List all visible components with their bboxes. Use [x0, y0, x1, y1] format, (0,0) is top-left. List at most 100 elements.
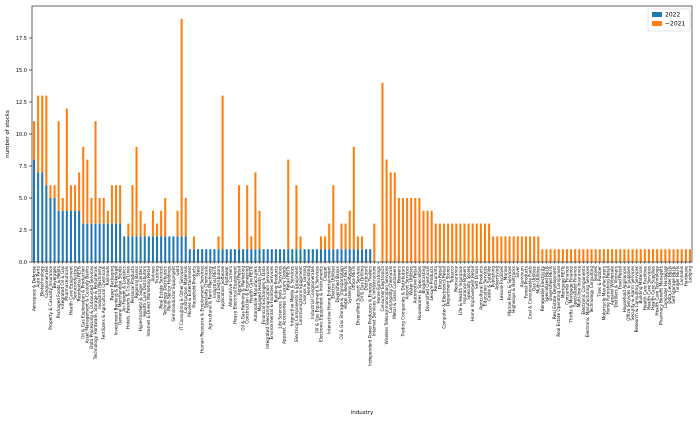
- bar-2021-72: [328, 223, 331, 250]
- bar-2021-115: [504, 236, 507, 262]
- bar-2021-158: [680, 249, 683, 262]
- x-tick-label: Industrial Machinery: [97, 265, 102, 308]
- x-tick-label: Home Furnishings: [376, 266, 381, 304]
- bar-2021-10: [74, 185, 77, 211]
- x-tick-label: Brewers: [396, 266, 401, 283]
- bar-2021-99: [438, 223, 441, 262]
- bars-layer: [33, 18, 691, 262]
- x-tick-label: IT Consulting & Other Services: [179, 266, 184, 330]
- x-tick-label: Hardware: [683, 266, 688, 287]
- bar-2022-61: [283, 249, 286, 262]
- y-axis-label: number of stocks: [5, 110, 11, 158]
- bar-2022-28: [147, 236, 150, 262]
- bar-2022-64: [295, 249, 298, 262]
- bar-2021-75: [340, 223, 343, 250]
- y-tick-label: 2.5: [19, 228, 27, 234]
- bar-2021-21: [119, 185, 122, 224]
- x-tick-label: Distillers & Vintners: [614, 266, 619, 307]
- x-tick-label: Personal Products: [130, 266, 135, 303]
- bar-2022-82: [369, 249, 372, 262]
- x-tick-label: Tobacco: [450, 266, 455, 284]
- bar-2021-97: [430, 210, 433, 262]
- x-tick-label: Residential REITs: [77, 266, 82, 301]
- bar-2021-111: [488, 223, 491, 262]
- bar-2022-42: [205, 249, 208, 262]
- x-tick-label: Retail REITs: [286, 266, 291, 290]
- x-tick-label: Multi-Sector Holdings: [167, 266, 172, 311]
- bar-2022-35: [176, 236, 179, 262]
- x-tick-label: Railroads: [105, 266, 110, 285]
- bar-2021-26: [139, 210, 142, 237]
- bar-2021-122: [533, 236, 536, 262]
- x-tick-label: Building Products: [273, 266, 278, 302]
- bar-2021-136: [590, 249, 593, 262]
- x-tick-label: Data Center REITs: [667, 266, 672, 304]
- x-tick-label: Semiconductor Equipment: [171, 266, 176, 322]
- bar-2021-65: [299, 236, 302, 250]
- bar-2021-120: [524, 236, 527, 262]
- bar-2022-74: [336, 249, 339, 262]
- bar-2021-53: [250, 236, 253, 250]
- x-tick-label: Insurance Brokers: [462, 266, 467, 304]
- x-tick-label: Forest Products: [523, 266, 528, 298]
- bar-2022-9: [69, 210, 72, 262]
- x-tick-label: Oil & Gas Refining & Marketing: [241, 266, 246, 331]
- bar-2021-155: [668, 249, 671, 262]
- bar-2022-41: [201, 249, 204, 262]
- bar-2022-13: [86, 223, 89, 262]
- x-tick-label: Electronic Manufacturing Services: [585, 266, 590, 337]
- bar-2022-49: [233, 249, 236, 262]
- x-tick-label: Integrated Oil & Gas: [60, 266, 65, 309]
- bar-2021-2: [41, 95, 44, 173]
- x-tick-label: Mortgage REITs: [560, 266, 565, 298]
- bar-2022-69: [315, 249, 318, 262]
- bar-2021-153: [660, 249, 663, 262]
- x-tick-label: Internet Services & Infrastructure: [372, 266, 377, 337]
- bar-2022-71: [324, 249, 327, 262]
- bar-2022-68: [311, 249, 314, 262]
- x-tick-label: Life Sciences Tools & Services: [277, 266, 282, 329]
- x-tick-label: Oil & Gas Storage & Transportation: [339, 266, 344, 340]
- bar-2021-77: [348, 210, 351, 250]
- bar-2021-127: [553, 249, 556, 262]
- x-tick-label: Construction & Engineering: [245, 266, 250, 324]
- x-tick-label: Oil & Gas Drilling: [359, 266, 364, 302]
- bar-2021-126: [549, 249, 552, 262]
- bar-2022-8: [65, 210, 68, 262]
- bar-2021-85: [381, 82, 384, 262]
- bar-2022-77: [348, 249, 351, 262]
- x-tick-label: Drug Retail: [437, 266, 442, 289]
- bar-2022-79: [356, 249, 359, 262]
- x-tick-label: Commodity Chemicals: [388, 266, 393, 313]
- bar-2021-94: [418, 198, 421, 262]
- x-tick-label: Paper Packaging: [109, 266, 114, 301]
- bar-2022-63: [291, 249, 294, 262]
- bar-2021-129: [561, 249, 564, 262]
- x-ticks-layer: Aerospace & Defense Auto Parts Biotechnolo…: [31, 262, 692, 366]
- bar-2021-152: [656, 249, 659, 262]
- x-tick-label: Cable & Satellite: [486, 266, 491, 301]
- x-tick-label: Renewable Electricity: [540, 265, 545, 311]
- bar-2022-22: [123, 236, 126, 262]
- x-tick-label: Asset Management & Custody Banks: [85, 266, 90, 343]
- bar-2022-57: [266, 249, 269, 262]
- x-tick-label: Multi-line Insurance: [577, 266, 582, 308]
- bar-2022-37: [184, 236, 187, 262]
- bar-2021-91: [406, 198, 409, 262]
- x-tick-label: Real Estate Operating Companies: [556, 266, 561, 337]
- bar-2021-132: [574, 249, 577, 262]
- x-tick-label: Diversified Support Services: [355, 266, 360, 325]
- bar-2022-51: [242, 249, 245, 262]
- bar-2022-78: [352, 249, 355, 262]
- bar-2021-90: [401, 198, 405, 262]
- y-tick-label: 15.0: [16, 68, 27, 74]
- bar-2022-80: [360, 249, 364, 262]
- bar-2022-21: [119, 223, 122, 262]
- bar-2022-15: [94, 223, 97, 262]
- bar-2021-39: [192, 236, 195, 250]
- bar-2022-27: [143, 236, 146, 262]
- bar-2022-54: [254, 249, 257, 262]
- bar-2021-32: [164, 198, 167, 237]
- bar-2021-149: [643, 249, 646, 262]
- x-tick-label: Alternative Carriers: [228, 266, 233, 307]
